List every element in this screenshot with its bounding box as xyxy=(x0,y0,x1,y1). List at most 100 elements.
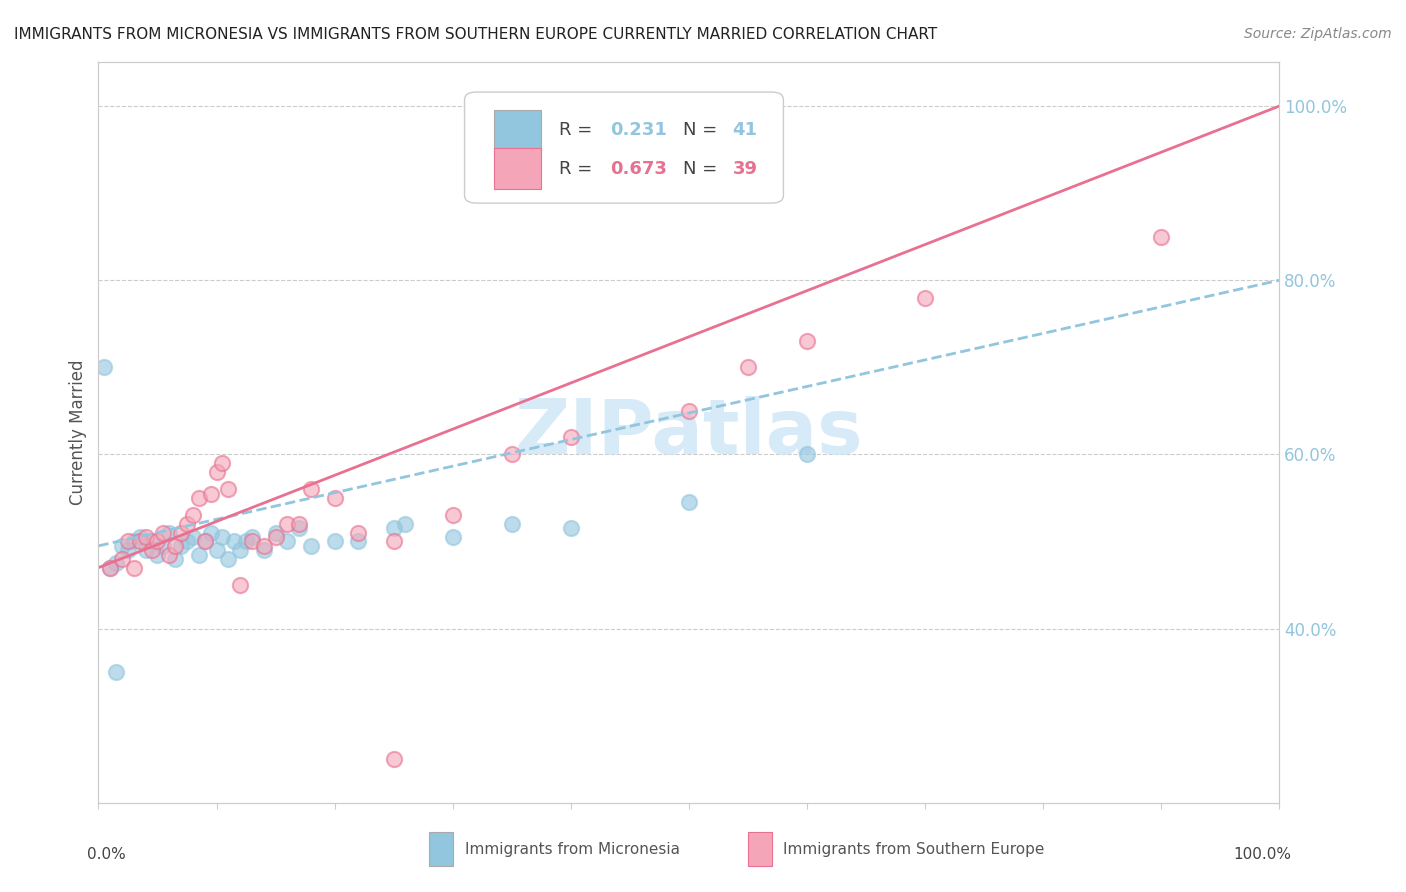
Point xyxy=(181,508,204,523)
Point xyxy=(240,534,263,549)
Point xyxy=(264,530,287,544)
Text: 39: 39 xyxy=(733,160,758,178)
Point xyxy=(240,530,263,544)
Point xyxy=(187,491,209,505)
Point xyxy=(288,517,311,532)
Point xyxy=(211,456,233,470)
Point xyxy=(117,534,139,549)
Point xyxy=(122,534,145,549)
Point xyxy=(157,548,180,562)
Point xyxy=(128,534,150,549)
Point xyxy=(122,560,145,574)
FancyBboxPatch shape xyxy=(429,832,453,866)
Point xyxy=(211,530,233,544)
Point xyxy=(165,539,187,553)
Point xyxy=(501,447,523,461)
Point xyxy=(205,543,228,558)
FancyBboxPatch shape xyxy=(494,148,541,189)
Point xyxy=(146,534,169,549)
Text: 0.231: 0.231 xyxy=(610,121,666,139)
Point xyxy=(288,521,311,535)
Point xyxy=(224,534,246,549)
Point xyxy=(117,543,139,558)
Y-axis label: Currently Married: Currently Married xyxy=(69,359,87,506)
Text: 100.0%: 100.0% xyxy=(1233,847,1291,863)
Point xyxy=(229,543,252,558)
Point xyxy=(93,360,115,375)
Text: N =: N = xyxy=(683,160,723,178)
Point xyxy=(276,517,298,532)
FancyBboxPatch shape xyxy=(464,92,783,203)
Point xyxy=(98,560,121,574)
Point xyxy=(394,517,416,532)
Point xyxy=(382,752,405,766)
Point xyxy=(205,465,228,479)
Point xyxy=(299,539,322,553)
Point xyxy=(141,543,163,558)
Point xyxy=(105,665,128,680)
Point xyxy=(323,534,346,549)
Point xyxy=(323,491,346,505)
Point xyxy=(796,334,818,348)
Point xyxy=(235,534,257,549)
Point xyxy=(200,525,222,540)
Text: N =: N = xyxy=(683,121,723,139)
Text: R =: R = xyxy=(560,160,598,178)
FancyBboxPatch shape xyxy=(748,832,772,866)
Point xyxy=(347,525,370,540)
Point xyxy=(1150,229,1173,244)
Point xyxy=(299,482,322,496)
Point xyxy=(914,291,936,305)
Point xyxy=(111,539,134,553)
Point xyxy=(194,534,217,549)
Text: ZIPatlas: ZIPatlas xyxy=(515,396,863,469)
FancyBboxPatch shape xyxy=(494,110,541,151)
Point xyxy=(146,548,169,562)
Point xyxy=(152,539,174,553)
Text: Immigrants from Micronesia: Immigrants from Micronesia xyxy=(464,842,679,857)
Point xyxy=(796,447,818,461)
Point xyxy=(229,578,252,592)
Point xyxy=(194,534,217,549)
Text: IMMIGRANTS FROM MICRONESIA VS IMMIGRANTS FROM SOUTHERN EUROPE CURRENTLY MARRIED : IMMIGRANTS FROM MICRONESIA VS IMMIGRANTS… xyxy=(14,27,938,42)
Point xyxy=(105,556,128,570)
Point xyxy=(141,534,163,549)
Point xyxy=(217,552,239,566)
Point xyxy=(176,534,198,549)
Point xyxy=(165,552,187,566)
Point xyxy=(253,543,276,558)
Point xyxy=(678,404,700,418)
Point xyxy=(678,495,700,509)
Point xyxy=(187,548,209,562)
Point xyxy=(98,560,121,574)
Point xyxy=(560,430,582,444)
Point xyxy=(441,530,464,544)
Point xyxy=(560,521,582,535)
Point xyxy=(253,539,276,553)
Point xyxy=(135,530,157,544)
Point xyxy=(135,543,157,558)
Point xyxy=(176,517,198,532)
Text: Immigrants from Southern Europe: Immigrants from Southern Europe xyxy=(783,842,1045,857)
Point xyxy=(264,525,287,540)
Point xyxy=(382,534,405,549)
Text: R =: R = xyxy=(560,121,598,139)
Point xyxy=(217,482,239,496)
Point xyxy=(200,486,222,500)
Text: Source: ZipAtlas.com: Source: ZipAtlas.com xyxy=(1244,27,1392,41)
Point xyxy=(128,530,150,544)
Point xyxy=(737,360,759,375)
Text: 0.0%: 0.0% xyxy=(87,847,125,863)
Point xyxy=(347,534,370,549)
Point xyxy=(276,534,298,549)
Point xyxy=(382,521,405,535)
Text: 0.673: 0.673 xyxy=(610,160,666,178)
Text: 41: 41 xyxy=(733,121,758,139)
Point xyxy=(170,525,193,540)
Point xyxy=(111,552,134,566)
Point xyxy=(157,525,180,540)
Point xyxy=(181,530,204,544)
Point xyxy=(170,539,193,553)
Point xyxy=(501,517,523,532)
Point xyxy=(441,508,464,523)
